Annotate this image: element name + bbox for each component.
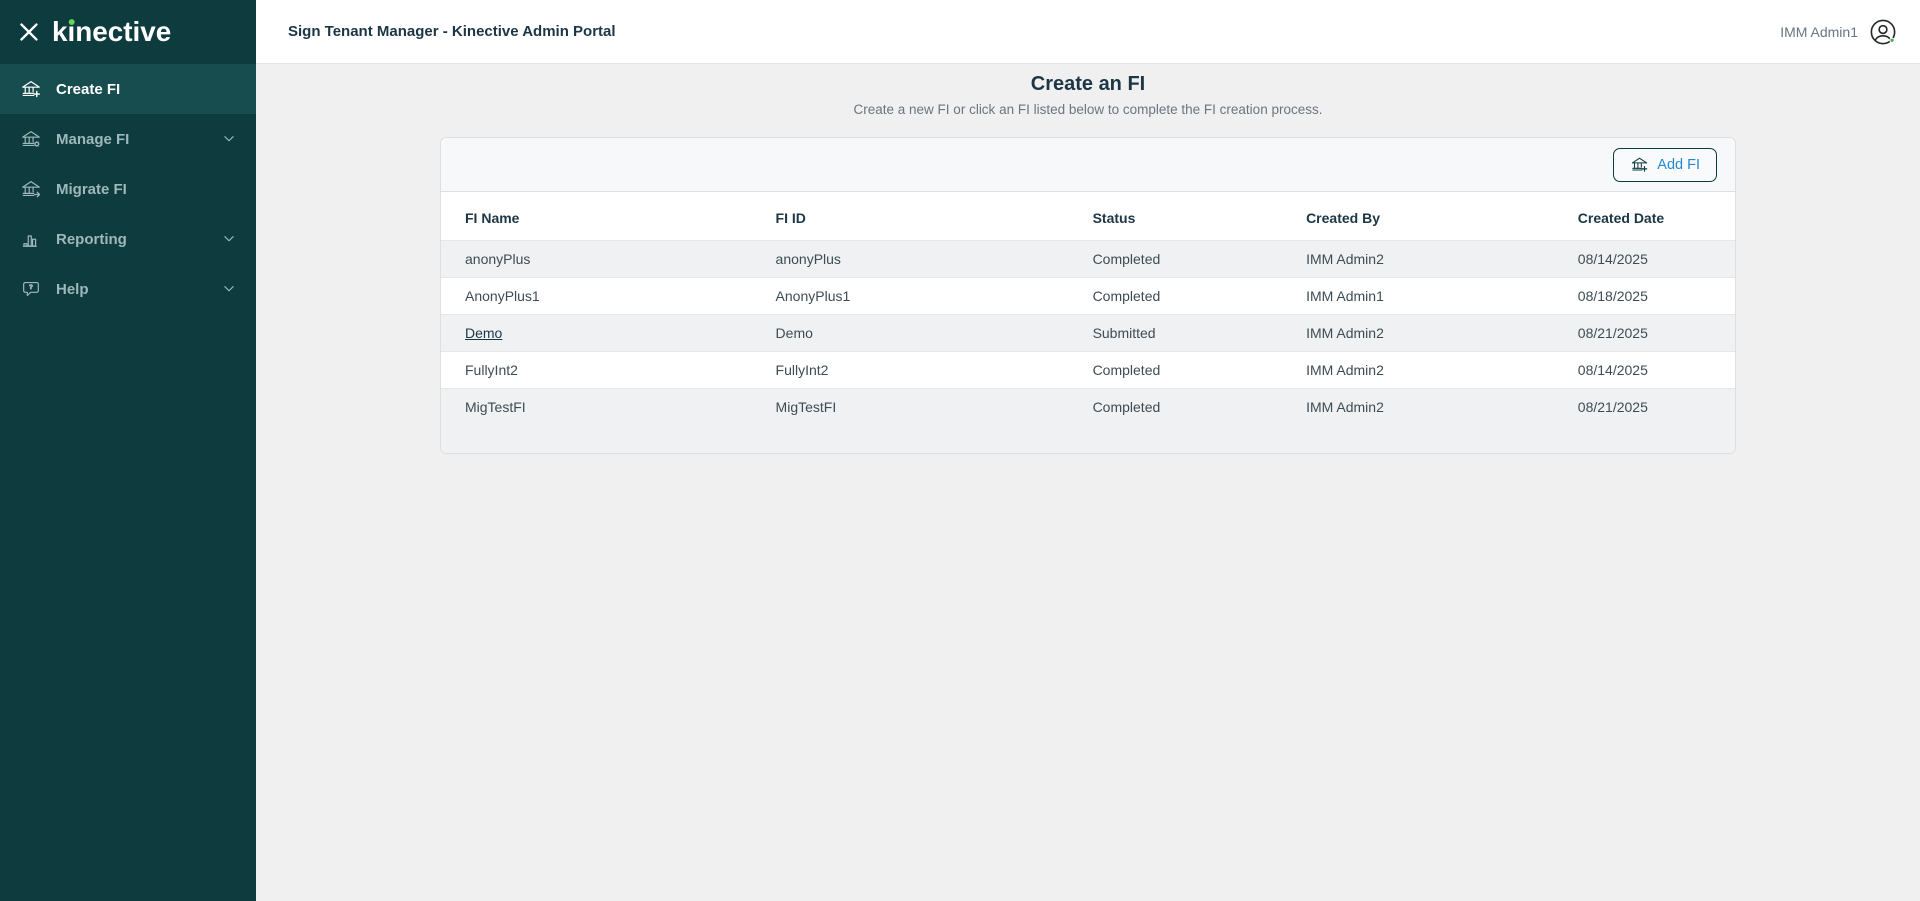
svg-text:?: ? [29,284,33,291]
